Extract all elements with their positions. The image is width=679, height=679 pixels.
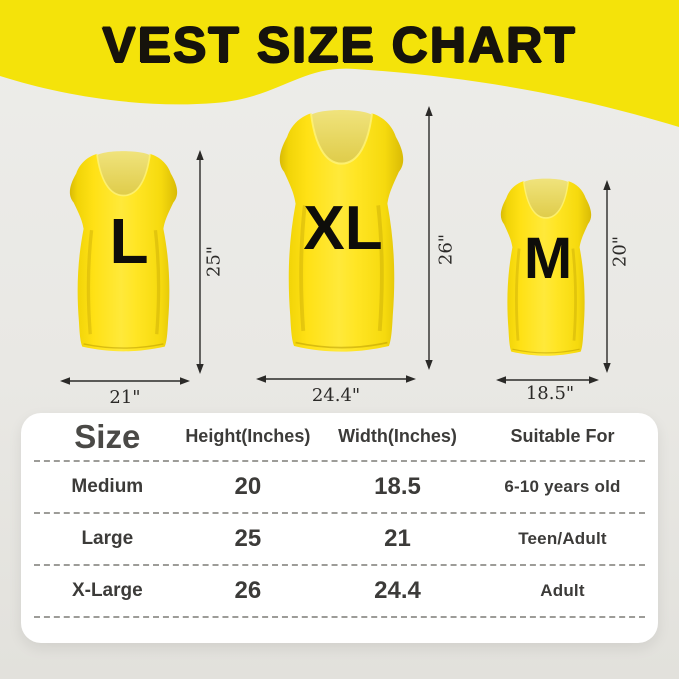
vest-medium-label: M <box>523 226 573 291</box>
column-header-height: Height(Inches) <box>185 426 311 446</box>
cell-suitable: Teen/Adult <box>518 529 607 548</box>
table-row-medium: Medium 20 18.5 6-10 years old <box>34 462 645 514</box>
cell-height: 25 <box>234 525 262 552</box>
height-dimension-large: 25" <box>203 245 225 278</box>
vest-large-label: L <box>109 205 149 277</box>
cell-height: 26 <box>234 577 262 604</box>
height-dimension-medium: 20" <box>609 235 631 268</box>
cell-width: 21 <box>384 525 411 552</box>
cell-width: 24.4 <box>374 577 421 604</box>
cell-suitable: 6-10 years old <box>504 477 621 496</box>
height-arrow-large <box>196 150 204 374</box>
table-header-row: Size Height(Inches) Width(Inches) Suitab… <box>34 413 645 462</box>
table-row-xlarge: X-Large 26 24.4 Adult <box>34 566 645 618</box>
width-arrow-xlarge <box>256 375 416 383</box>
width-arrow-large <box>60 377 190 385</box>
cell-height: 20 <box>234 473 262 500</box>
vest-xlarge-label: XL <box>303 194 383 263</box>
banner-wave <box>0 0 679 127</box>
column-header-suitable: Suitable For <box>510 426 615 446</box>
height-dimension-xlarge: 26" <box>435 233 457 266</box>
height-arrow-xlarge <box>425 106 433 370</box>
height-arrow-medium <box>603 180 611 373</box>
cell-size: Large <box>81 528 134 549</box>
cell-size: Medium <box>71 476 144 497</box>
width-dimension-medium: 18.5" <box>525 383 575 404</box>
cell-size: X-Large <box>71 580 143 601</box>
width-dimension-xlarge: 24.4" <box>311 385 361 406</box>
cell-width: 18.5 <box>374 473 421 500</box>
width-arrow-medium <box>496 376 599 384</box>
width-dimension-large: 21" <box>109 387 141 408</box>
cell-suitable: Adult <box>540 581 585 600</box>
column-header-size: Size <box>74 417 141 455</box>
table-row-large: Large 25 21 Teen/Adult <box>34 514 645 566</box>
page-title: VEST SIZE CHART <box>102 17 577 73</box>
size-table-card: Size Height(Inches) Width(Inches) Suitab… <box>21 413 658 643</box>
column-header-width: Width(Inches) <box>338 426 457 446</box>
